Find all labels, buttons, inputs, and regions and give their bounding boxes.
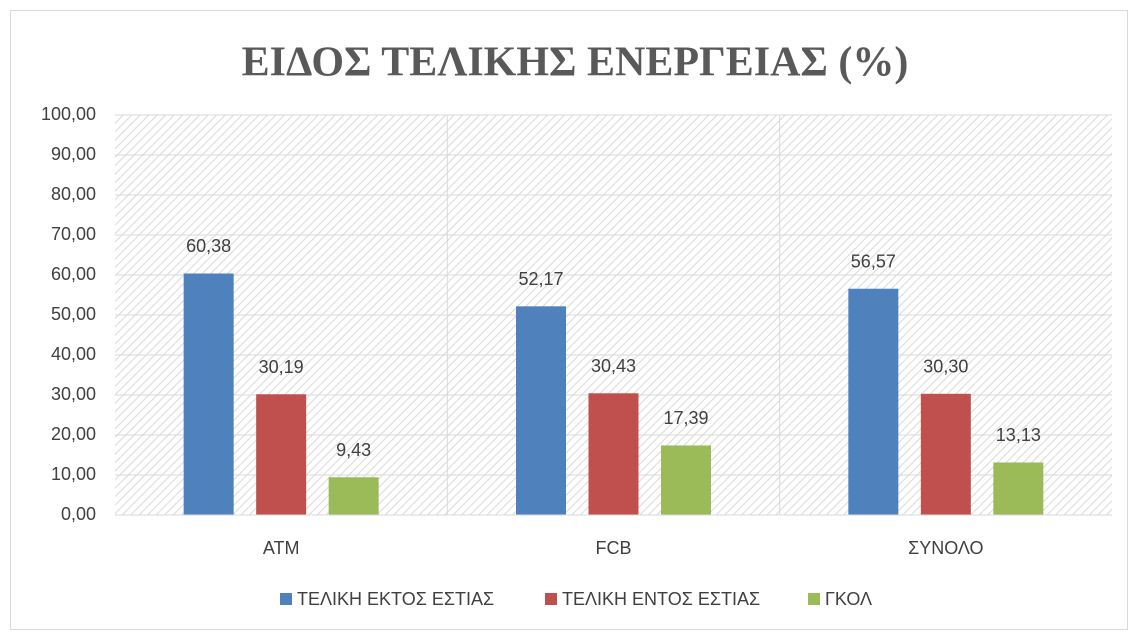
legend-swatch [545,593,557,605]
bar [256,394,307,515]
bar [516,306,566,515]
data-label: 9,43 [336,440,371,460]
bar [588,393,639,515]
x-tick-label: FCB [596,538,632,558]
y-tick-label: 80,00 [51,184,96,204]
y-tick-label: 0,00 [61,504,96,524]
data-label: 17,39 [663,408,708,428]
y-tick-label: 50,00 [51,304,96,324]
y-tick-label: 90,00 [51,144,96,164]
y-tick-label: 60,00 [51,264,96,284]
y-tick-label: 100,00 [41,104,96,124]
y-tick-label: 40,00 [51,344,96,364]
bar [993,462,1044,515]
data-label: 30,43 [591,356,636,376]
chart-title: ΕΙΔΟΣ ΤΕΛΙΚΗΣ ΕΝΕΡΓΕΙΑΣ (%) [242,40,909,86]
legend-swatch [808,593,820,605]
y-tick-label: 20,00 [51,424,96,444]
data-label: 56,57 [851,251,896,271]
bar [920,393,971,515]
data-label: 13,13 [996,425,1041,445]
data-label: 30,19 [259,357,304,377]
bar [328,477,379,515]
y-tick-label: 30,00 [51,384,96,404]
y-tick-label: 10,00 [51,464,96,484]
y-tick-label: 70,00 [51,224,96,244]
legend-label: ΓΚΟΛ [825,589,872,609]
bar [183,273,234,515]
x-tick-label: ATM [263,538,300,558]
data-label: 52,17 [518,269,563,289]
data-label: 60,38 [186,236,231,256]
data-label: 30,30 [923,357,968,377]
legend-label: ΤΕΛΙΚΗ ΕΚΤΟΣ ΕΣΤΙΑΣ [297,589,494,609]
bar [661,445,711,515]
legend-label: ΤΕΛΙΚΗ ΕΝΤΟΣ ΕΣΤΙΑΣ [562,589,760,609]
bar [848,288,899,515]
x-tick-label: ΣΥΝΟΛΟ [908,538,983,558]
legend-swatch [280,593,292,605]
